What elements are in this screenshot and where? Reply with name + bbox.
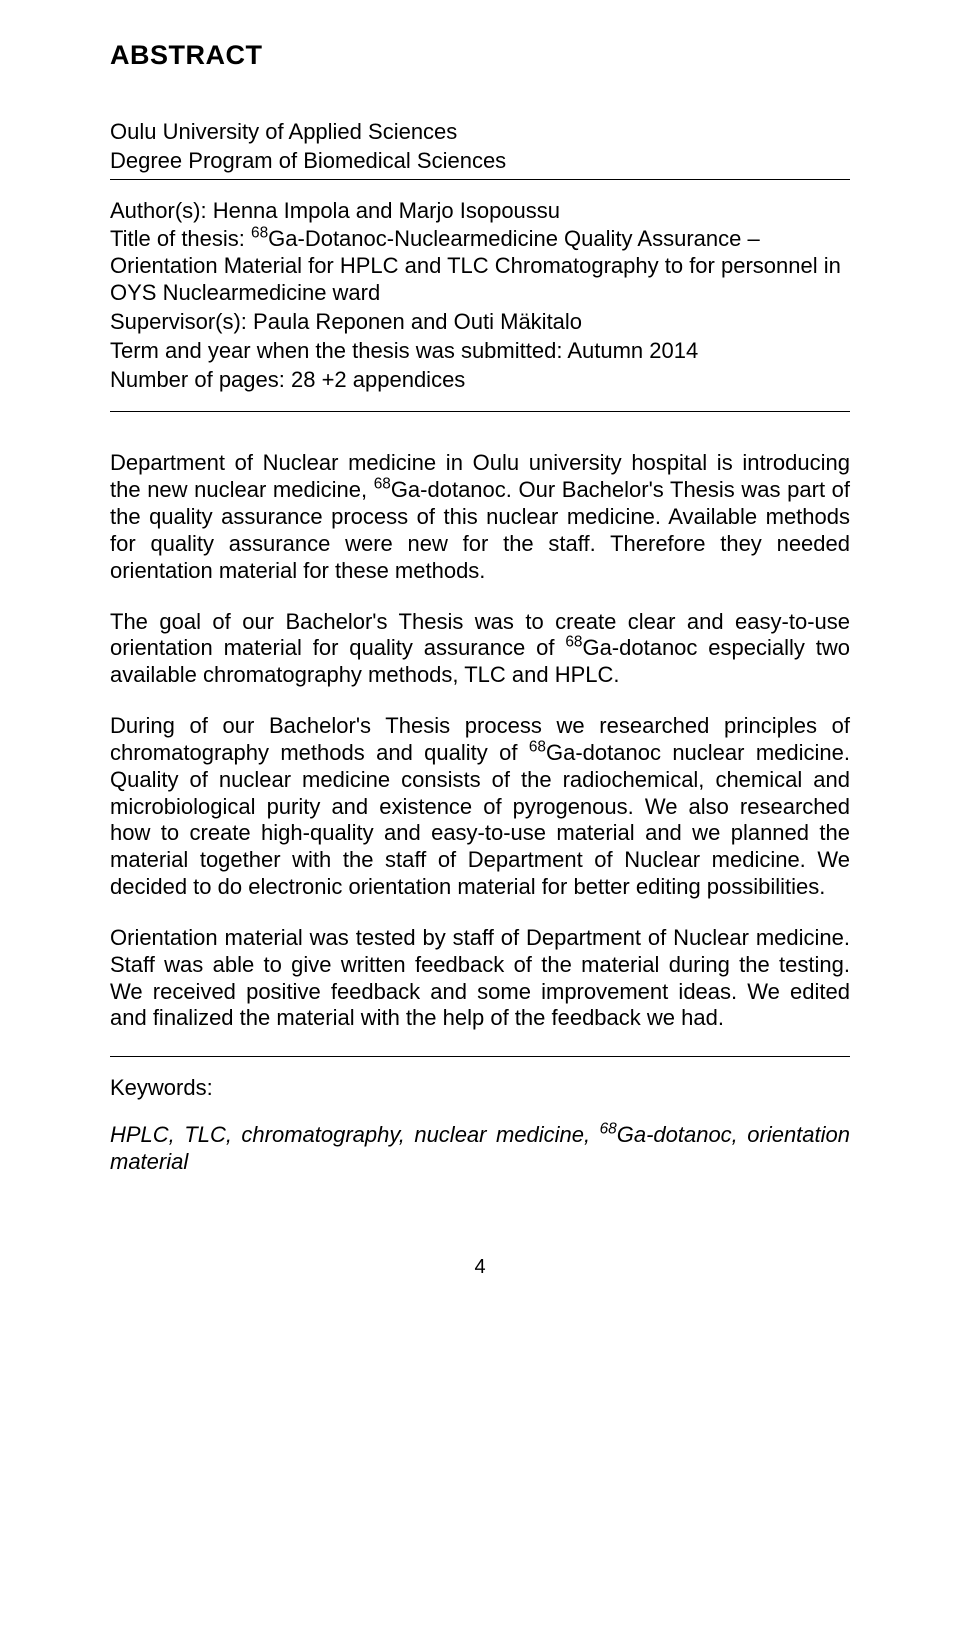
abstract-body: Department of Nuclear medicine in Oulu u… (110, 450, 850, 1032)
divider (110, 411, 850, 412)
term-label: Term and year when the thesis was submit… (110, 338, 567, 363)
keywords-block: Keywords: HPLC, TLC, chromatography, nuc… (110, 1075, 850, 1175)
p3-sup: 68 (529, 739, 546, 756)
supervisors-line: Supervisor(s): Paula Reponen and Outi Mä… (110, 309, 850, 336)
keywords-label: Keywords: (110, 1075, 850, 1102)
divider (110, 179, 850, 180)
metadata-block: Author(s): Henna Impola and Marjo Isopou… (110, 198, 850, 394)
abstract-heading: ABSTRACT (110, 40, 850, 71)
term-value: Autumn 2014 (567, 338, 698, 363)
keywords-a: HPLC, TLC, chromatography, nuclear medic… (110, 1122, 600, 1147)
pages-line: Number of pages: 28 +2 appendices (110, 367, 850, 394)
authors-line: Author(s): Henna Impola and Marjo Isopou… (110, 198, 850, 225)
institution-line-2: Degree Program of Biomedical Sciences (110, 148, 850, 175)
p2-sup: 68 (565, 634, 582, 651)
paragraph-1: Department of Nuclear medicine in Oulu u… (110, 450, 850, 584)
keywords-text: HPLC, TLC, chromatography, nuclear medic… (110, 1122, 850, 1176)
authors-value: Henna Impola and Marjo Isopoussu (213, 198, 560, 223)
institution-line-1: Oulu University of Applied Sciences (110, 119, 850, 146)
title-sup: 68 (251, 225, 268, 242)
paragraph-2: The goal of our Bachelor's Thesis was to… (110, 609, 850, 689)
pages-value: 28 +2 appendices (291, 367, 465, 392)
supervisors-label: Supervisor(s): (110, 309, 253, 334)
supervisors-value: Paula Reponen and Outi Mäkitalo (253, 309, 582, 334)
keywords-sup: 68 (600, 1121, 617, 1138)
title-line: Title of thesis: 68Ga-Dotanoc-Nuclearmed… (110, 226, 850, 306)
page-number: 4 (110, 1256, 850, 1279)
title-label: Title of thesis: (110, 226, 251, 251)
paragraph-4: Orientation material was tested by staff… (110, 925, 850, 1032)
p1-sup: 68 (374, 476, 391, 493)
pages-label: Number of pages: (110, 367, 291, 392)
paragraph-3: During of our Bachelor's Thesis process … (110, 713, 850, 901)
institution-block: Oulu University of Applied Sciences Degr… (110, 119, 850, 175)
authors-label: Author(s): (110, 198, 213, 223)
term-line: Term and year when the thesis was submit… (110, 338, 850, 365)
divider (110, 1056, 850, 1057)
